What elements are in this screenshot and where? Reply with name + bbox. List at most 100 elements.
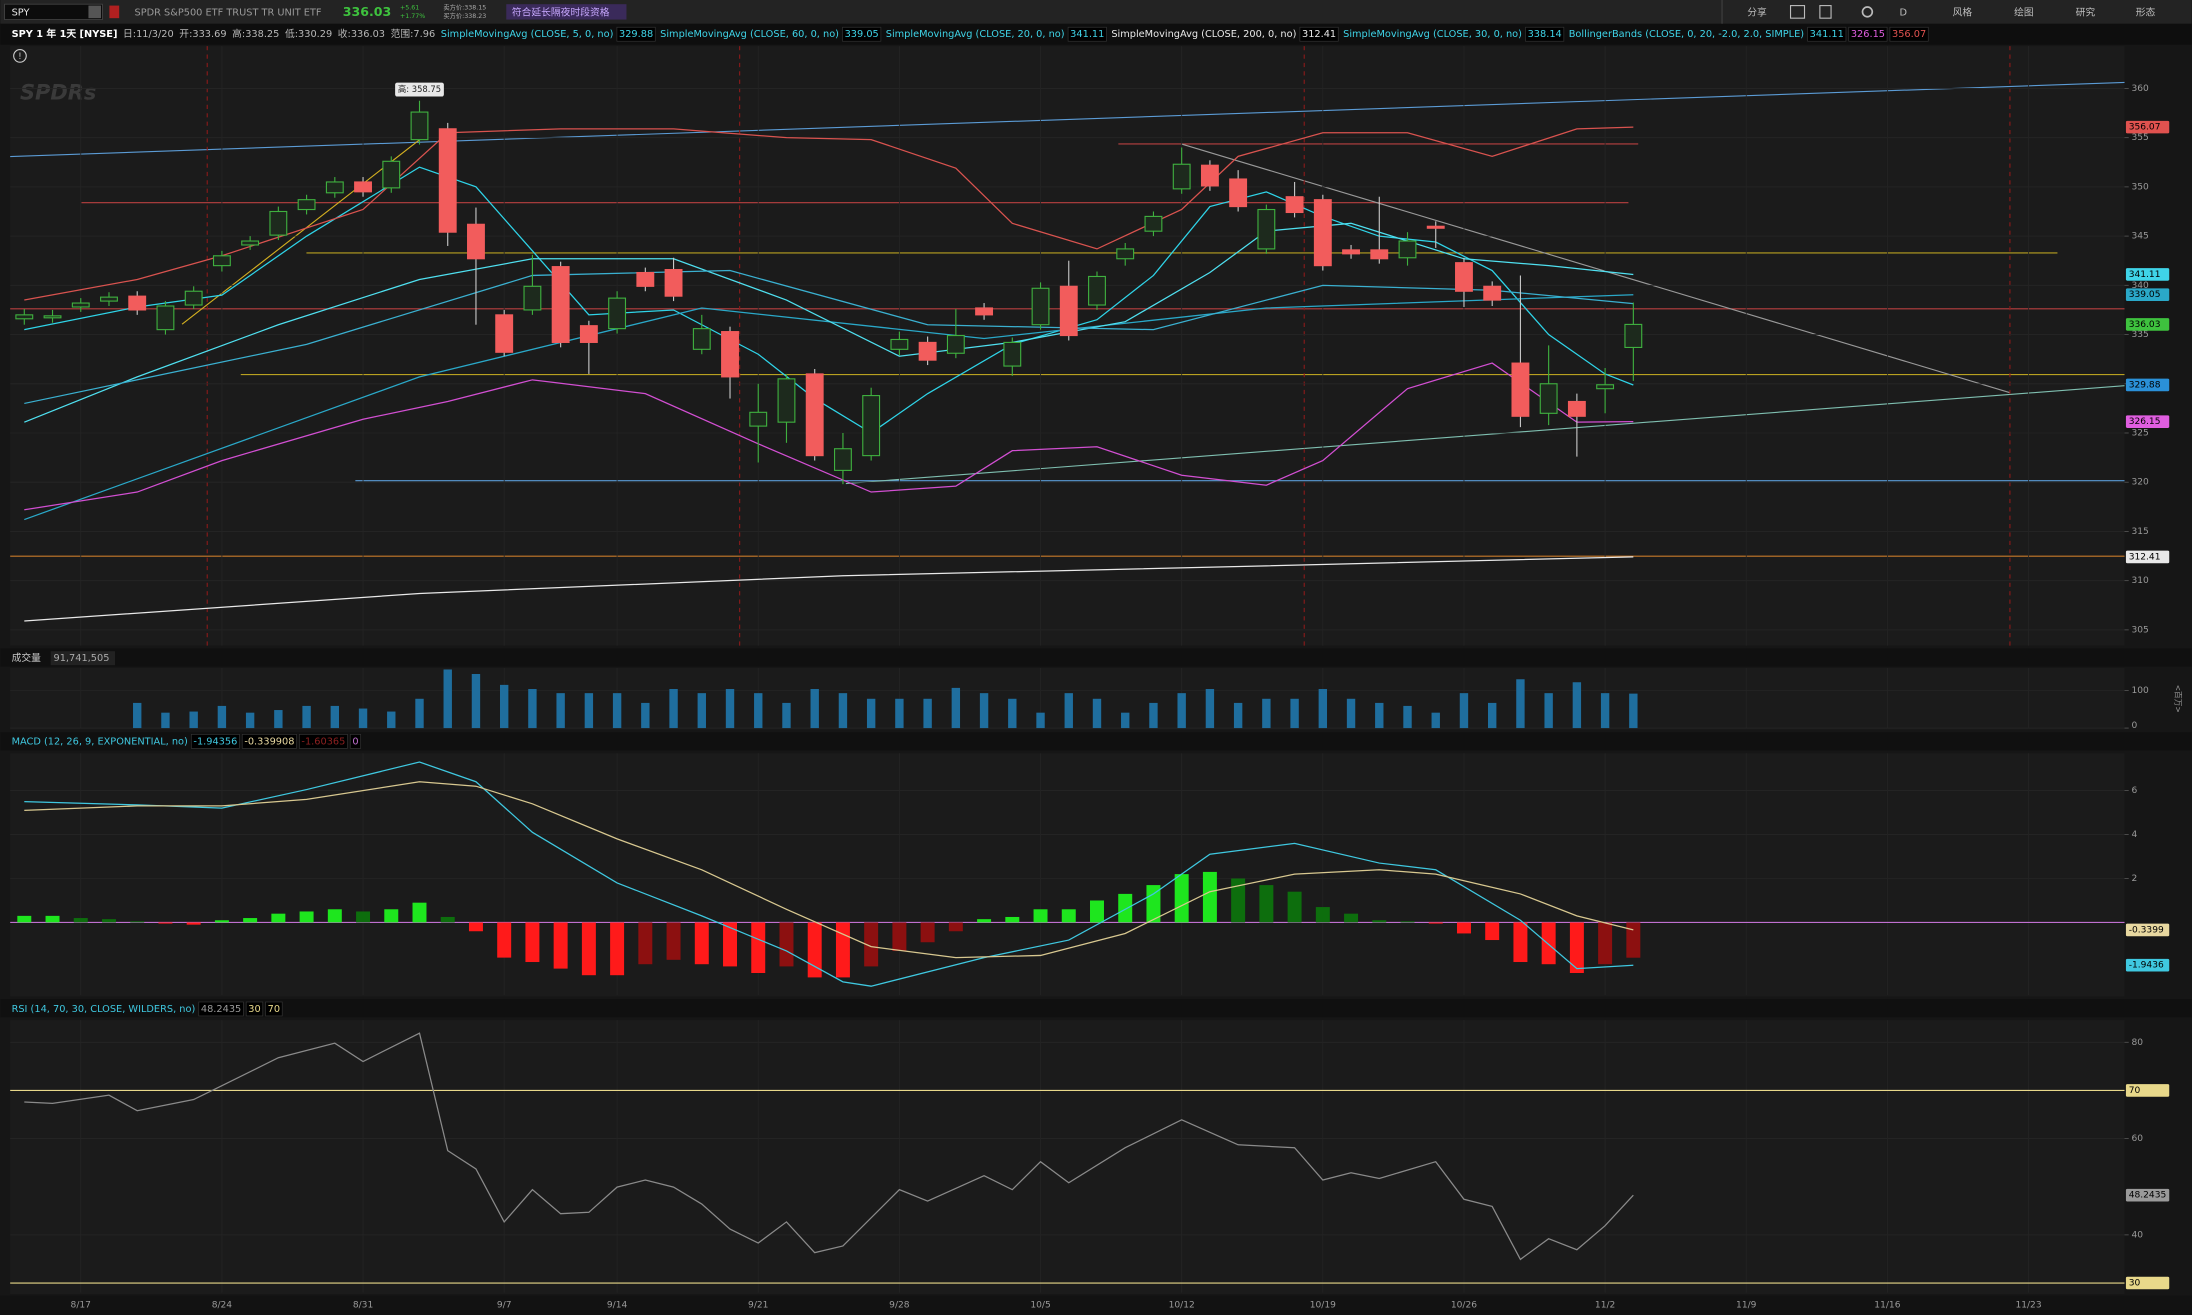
price-tag: 336.03 bbox=[2129, 320, 2161, 330]
volume-bar bbox=[358, 708, 368, 729]
macd-histogram-bar bbox=[73, 918, 88, 923]
volume-bar bbox=[1375, 702, 1384, 729]
macd-histogram-bar bbox=[835, 922, 850, 978]
volume-bar bbox=[1064, 693, 1073, 729]
header-text: 开:333.69 bbox=[179, 29, 226, 40]
volume-bar bbox=[1121, 712, 1130, 729]
macd-histogram-bar bbox=[130, 921, 145, 923]
candle-body bbox=[1342, 249, 1360, 255]
logo: SPDRs bbox=[20, 81, 96, 105]
header-text: 日:11/3/20 bbox=[123, 29, 174, 40]
toolbar-button[interactable]: 分享 bbox=[1747, 6, 1767, 19]
candle-body bbox=[833, 448, 852, 471]
study-line bbox=[24, 294, 1634, 521]
x-tick-label: 11/9 bbox=[1736, 1301, 1757, 1311]
macd-histogram-bar bbox=[1344, 913, 1359, 923]
x-tick-label: 8/31 bbox=[353, 1301, 373, 1311]
candle-body bbox=[805, 373, 824, 457]
header-text: SimpleMovingAvg (CLOSE, 200, 0, no) bbox=[1111, 29, 1296, 40]
volume-bar bbox=[1177, 693, 1186, 729]
macd-histogram-bar bbox=[1513, 922, 1528, 963]
candle-body bbox=[523, 285, 542, 311]
symbol[interactable]: SPY bbox=[12, 8, 30, 19]
candle-body bbox=[636, 271, 655, 287]
high-callout-bg bbox=[395, 82, 444, 97]
volume-bar bbox=[274, 710, 283, 729]
camera-icon[interactable] bbox=[1789, 5, 1806, 19]
macd-histogram-bar bbox=[666, 922, 681, 960]
volume-bar bbox=[443, 669, 452, 729]
macd-line bbox=[24, 781, 1634, 959]
price-tag: 48.2435 bbox=[2129, 1191, 2167, 1201]
study-value-bg bbox=[1525, 26, 1565, 42]
candle-body bbox=[212, 255, 231, 267]
study-value: 341.11 bbox=[1070, 29, 1104, 40]
price-tag-bg bbox=[2125, 120, 2170, 134]
volume-bar bbox=[387, 711, 396, 729]
trend-line bbox=[845, 385, 2125, 485]
macd-histogram-bar bbox=[977, 919, 992, 923]
volume-bar bbox=[1431, 712, 1440, 729]
study-value: -1.60365 bbox=[301, 736, 345, 747]
candle-body bbox=[15, 314, 34, 320]
flask-icon[interactable] bbox=[1819, 5, 1832, 19]
macd-histogram-bar bbox=[1118, 893, 1133, 923]
candle-body bbox=[1370, 249, 1389, 260]
toolbar-button[interactable]: 研究 bbox=[2076, 6, 2096, 19]
toolbar-button[interactable]: 形态 bbox=[2136, 6, 2156, 19]
toolbar-button[interactable]: 风格 bbox=[1953, 6, 1973, 19]
link-icon[interactable] bbox=[109, 5, 120, 19]
macd-histogram-bar bbox=[1428, 922, 1443, 924]
volume-bar bbox=[1290, 698, 1299, 729]
volume-bar bbox=[133, 702, 142, 729]
candle-body bbox=[975, 307, 994, 316]
rsi-line bbox=[24, 1032, 1634, 1261]
volume-bar bbox=[754, 693, 763, 729]
volume-header-row bbox=[0, 648, 2192, 667]
candle-body bbox=[692, 328, 711, 350]
info-icon[interactable] bbox=[13, 49, 27, 63]
volume-bar bbox=[1488, 702, 1497, 729]
macd-histogram-bar bbox=[1231, 878, 1246, 923]
symbol-input[interactable] bbox=[4, 3, 103, 20]
macd-histogram-bar bbox=[638, 922, 653, 965]
macd-histogram-bar bbox=[948, 922, 963, 932]
volume-bar bbox=[1036, 712, 1045, 729]
study-value-bg bbox=[1889, 26, 1929, 42]
badge[interactable]: 符合延长隔夜时段资格 bbox=[512, 6, 610, 19]
volume-label: 成交量 bbox=[12, 651, 42, 664]
toolbar-button[interactable]: D bbox=[1900, 8, 1908, 19]
study-value: 339.05 bbox=[845, 29, 879, 40]
volume-bar bbox=[189, 711, 198, 729]
header-text: 范围:7.96 bbox=[391, 27, 436, 40]
macd-histogram-bar bbox=[1598, 922, 1613, 965]
study-value-bg bbox=[298, 734, 348, 749]
toolbar-button[interactable]: 绘图 bbox=[2014, 6, 2034, 19]
y-tick-label: 40 bbox=[2132, 1230, 2144, 1240]
symbol-dropdown[interactable] bbox=[88, 5, 102, 19]
change-pct: +1.77% bbox=[400, 13, 425, 20]
candle-body bbox=[241, 240, 260, 246]
settings-icon[interactable] bbox=[1861, 6, 1874, 18]
price-tag-bg bbox=[2125, 268, 2170, 281]
macd-histogram-bar bbox=[1485, 922, 1500, 941]
ask: 卖方价:338.15 bbox=[443, 3, 486, 12]
candle-body bbox=[551, 266, 570, 343]
y-tick-label: 310 bbox=[2132, 576, 2150, 586]
macd-histogram-bar bbox=[723, 922, 738, 967]
x-tick-label: 10/5 bbox=[1030, 1301, 1050, 1311]
volume-bar bbox=[979, 693, 989, 729]
y-tick-label: 350 bbox=[2132, 182, 2150, 192]
candle-body bbox=[1285, 196, 1304, 214]
header-text: 收:336.03 bbox=[338, 27, 385, 40]
price-tag-bg bbox=[2125, 378, 2170, 392]
candle-body bbox=[467, 223, 485, 260]
price-tag: 30 bbox=[2129, 1279, 2141, 1289]
macd-histogram-bar bbox=[1287, 891, 1302, 923]
header-text: 低:330.29 bbox=[285, 27, 332, 40]
macd-histogram-bar bbox=[581, 922, 596, 976]
candle-body bbox=[128, 295, 147, 311]
price-tag-bg bbox=[2125, 958, 2170, 972]
volume-bar bbox=[302, 705, 311, 729]
study-value-bg bbox=[349, 734, 362, 749]
